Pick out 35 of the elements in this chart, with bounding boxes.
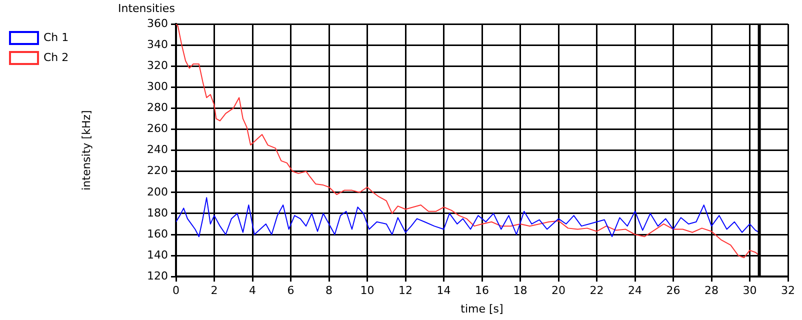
x-tick-label: 18 <box>513 284 528 298</box>
x-tick-label: 20 <box>552 284 566 298</box>
y-tick-label: 240 <box>147 143 168 156</box>
y-tick-label: 200 <box>147 185 168 198</box>
legend-label: Ch 2 <box>44 50 69 64</box>
y-tick-label: 120 <box>147 269 168 282</box>
x-tick-label: 26 <box>666 284 680 298</box>
y-tick-label: 220 <box>147 164 168 178</box>
y-tick-label: 360 <box>147 16 168 30</box>
x-tick-label: 0 <box>172 284 180 298</box>
x-axis-title: time [s] <box>460 302 504 316</box>
x-tick-label: 12 <box>398 284 412 298</box>
x-tick-label: 22 <box>590 284 604 298</box>
x-tick-label: 28 <box>704 284 718 298</box>
y-tick-label: 300 <box>147 80 168 94</box>
legend-label: Ch 1 <box>44 30 69 44</box>
x-tick-label: 24 <box>628 284 642 298</box>
x-tick-label: 6 <box>287 284 294 298</box>
x-tick-label: 14 <box>436 284 451 298</box>
y-tick-label: 260 <box>147 122 168 136</box>
y-tick-label: 160 <box>147 227 168 240</box>
y-tick-label: 320 <box>147 58 168 72</box>
x-tick-label: 4 <box>249 284 256 298</box>
x-tick-label: 30 <box>742 284 757 298</box>
y-tick-label: 340 <box>147 38 168 51</box>
y-tick-label: 280 <box>147 101 168 114</box>
x-tick-label: 8 <box>326 284 332 298</box>
y-tick-label: 140 <box>147 248 168 262</box>
y-axis-title: intensity [kHz] <box>80 110 94 190</box>
x-tick-label: 2 <box>210 284 218 298</box>
chart-title: Intensities <box>118 2 175 15</box>
x-tick-label: 16 <box>475 284 489 298</box>
y-tick-label: 180 <box>147 206 168 220</box>
x-tick-label: 32 <box>781 284 795 298</box>
x-tick-label: 10 <box>360 284 374 298</box>
